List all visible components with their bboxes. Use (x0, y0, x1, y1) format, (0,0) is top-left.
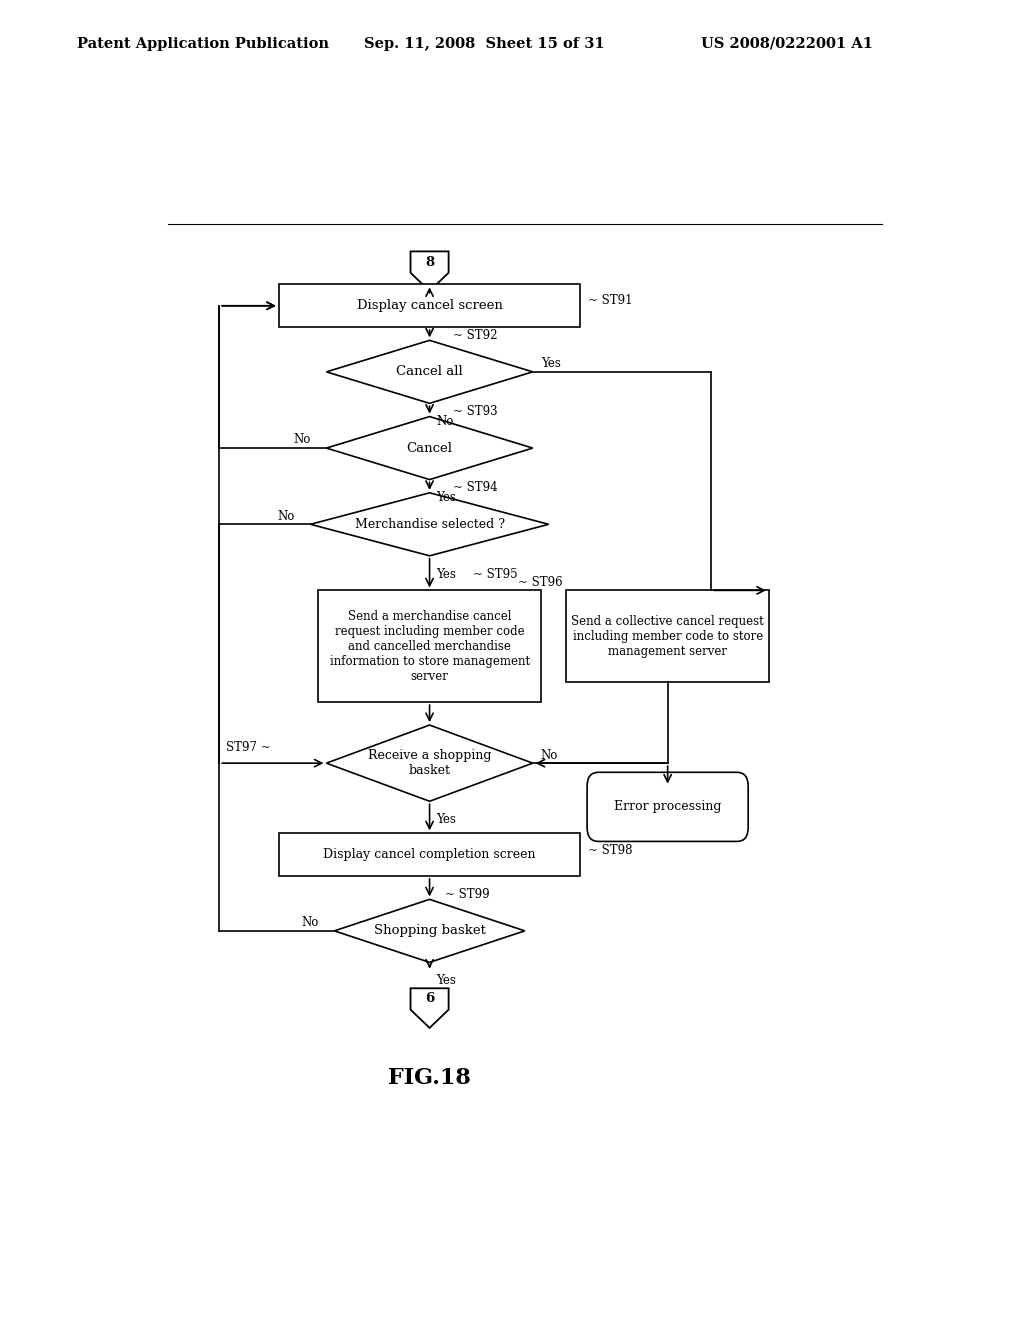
Text: 8: 8 (425, 256, 434, 268)
Text: Send a collective cancel request
including member code to store
management serve: Send a collective cancel request includi… (571, 615, 764, 657)
Text: Receive a shopping
basket: Receive a shopping basket (368, 750, 492, 777)
Polygon shape (310, 492, 549, 556)
Text: Send a merchandise cancel
request including member code
and cancelled merchandis: Send a merchandise cancel request includ… (330, 610, 529, 682)
Text: Patent Application Publication: Patent Application Publication (77, 37, 329, 50)
Text: ~ ST93: ~ ST93 (454, 405, 498, 418)
Text: Display cancel screen: Display cancel screen (356, 300, 503, 313)
Text: FIG.18: FIG.18 (388, 1068, 471, 1089)
Text: No: No (301, 916, 318, 929)
Text: Yes: Yes (436, 974, 456, 987)
Text: Display cancel completion screen: Display cancel completion screen (324, 849, 536, 861)
FancyBboxPatch shape (587, 772, 749, 841)
Text: Yes: Yes (436, 813, 456, 826)
Text: Cancel all: Cancel all (396, 366, 463, 379)
Text: No: No (541, 748, 558, 762)
Text: ST97 ~: ST97 ~ (226, 742, 270, 755)
Text: Yes: Yes (436, 491, 456, 504)
Text: ~ ST99: ~ ST99 (445, 888, 490, 900)
Text: No: No (436, 416, 454, 428)
FancyBboxPatch shape (566, 590, 769, 682)
Text: Error processing: Error processing (614, 800, 721, 813)
Text: ~ ST95: ~ ST95 (473, 568, 518, 581)
Text: No: No (278, 510, 295, 523)
FancyBboxPatch shape (279, 284, 581, 327)
Polygon shape (334, 899, 524, 962)
Text: Yes: Yes (436, 568, 456, 581)
Polygon shape (411, 251, 449, 290)
Text: 6: 6 (425, 993, 434, 1006)
Text: Shopping basket: Shopping basket (374, 924, 485, 937)
Text: ~ ST96: ~ ST96 (518, 576, 562, 589)
Text: Cancel: Cancel (407, 442, 453, 454)
Text: ~ ST94: ~ ST94 (454, 482, 498, 494)
Polygon shape (327, 341, 532, 404)
FancyBboxPatch shape (279, 833, 581, 876)
Text: ~ ST91: ~ ST91 (588, 294, 633, 308)
Polygon shape (327, 725, 532, 801)
Polygon shape (327, 417, 532, 479)
Text: No: No (293, 433, 310, 446)
Text: Yes: Yes (541, 358, 560, 370)
Text: US 2008/0222001 A1: US 2008/0222001 A1 (701, 37, 873, 50)
Text: Sep. 11, 2008  Sheet 15 of 31: Sep. 11, 2008 Sheet 15 of 31 (364, 37, 604, 50)
Text: Merchandise selected ?: Merchandise selected ? (354, 517, 505, 531)
FancyBboxPatch shape (318, 590, 541, 702)
Polygon shape (411, 989, 449, 1028)
Text: ~ ST98: ~ ST98 (588, 843, 633, 857)
Text: ~ ST92: ~ ST92 (454, 329, 498, 342)
